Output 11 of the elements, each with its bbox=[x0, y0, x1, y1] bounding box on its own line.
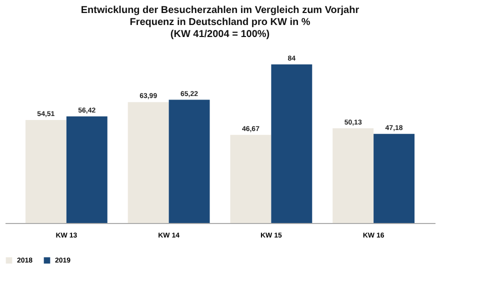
bar bbox=[128, 102, 169, 223]
bar bbox=[374, 134, 415, 223]
text: Frequenz in Deutschland pro KW in % bbox=[130, 17, 310, 28]
text: Entwicklung der Besucherzahlen im Vergleich zum Vorjahr bbox=[80, 5, 360, 16]
bar bbox=[66, 116, 108, 223]
bar bbox=[230, 134, 272, 223]
bar bbox=[332, 128, 374, 223]
bar bbox=[25, 120, 66, 223]
bar bbox=[168, 100, 210, 223]
bar bbox=[271, 64, 312, 223]
text: (KW 41/2004 = 100%) bbox=[170, 29, 270, 40]
